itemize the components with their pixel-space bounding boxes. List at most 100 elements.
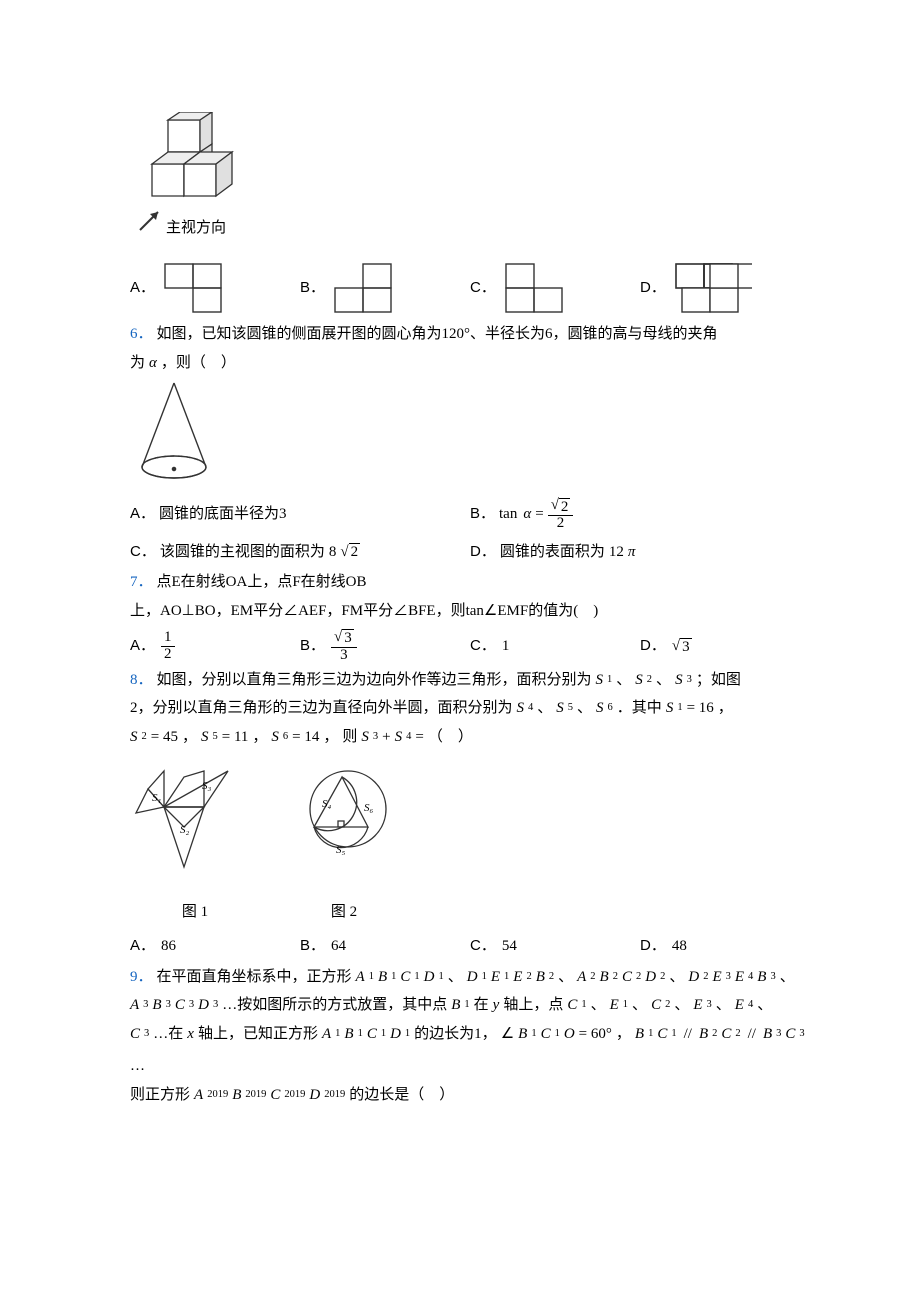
q8-eq-s6-v: = 14 xyxy=(292,723,319,752)
q8-comma4: ， xyxy=(323,723,338,752)
q8-s2a: S xyxy=(635,666,643,695)
q9-sq1-a: A xyxy=(356,963,365,992)
q5-b-label: B． xyxy=(300,274,325,303)
q8-b-label: B． xyxy=(300,932,325,961)
q9-y: y xyxy=(493,991,500,1020)
q6-b-num: 2 xyxy=(559,498,571,516)
q9-text3c: 的边长为1， xyxy=(414,1020,497,1049)
fig2-label: 图 2 xyxy=(284,898,404,927)
q6-opts-row2: C． 该圆锥的主视图的面积为 8 √2 D． 圆锥的表面积为 12 π xyxy=(130,538,810,567)
q8-s1a-sub: 1 xyxy=(607,670,612,690)
q8-eq-s5-sub: 5 xyxy=(212,727,217,747)
q7-line1: 7． 点E在射线OA上，点F在射线OB xyxy=(130,568,810,597)
q8-eq-s1-sub: 1 xyxy=(677,698,682,718)
q7-option-b[interactable]: B． √3 3 xyxy=(300,629,470,663)
q8-comma1: ， xyxy=(718,694,733,723)
q8-option-b[interactable]: B． 64 xyxy=(300,932,470,961)
cone-figure xyxy=(130,377,220,487)
q5-a-label: A． xyxy=(130,274,155,303)
q9-text2b: 在 xyxy=(474,991,489,1020)
q8-line3: S2 = 45 ， S5 = 11 ， S6 = 14 ， 则 S3 + S4 … xyxy=(130,723,810,752)
q6-d-label: D． xyxy=(470,538,496,567)
q7-option-a[interactable]: A． 1 2 xyxy=(130,629,300,663)
q8-s5a: S xyxy=(556,694,564,723)
q7-num: 7． xyxy=(130,568,153,597)
fig1-label: 图 1 xyxy=(130,898,260,927)
q5-option-a[interactable]: A． xyxy=(130,260,300,316)
q9-text3b: 轴上，已知正方形 xyxy=(198,1020,318,1049)
q8-comma2: ， xyxy=(182,723,197,752)
q5-option-b[interactable]: B． xyxy=(300,260,470,316)
q5-option-d[interactable]: D． xyxy=(640,260,810,316)
q5-option-c[interactable]: C． xyxy=(470,260,640,316)
q7: 7． 点E在射线OA上，点F在射线OB 上，AO⊥BO，EM平分∠AEF，FM平… xyxy=(130,568,810,663)
q6-option-a[interactable]: A． 圆锥的底面半径为3 xyxy=(130,498,470,532)
svg-text:S₃: S₃ xyxy=(202,780,212,792)
q6-c-text: 该圆锥的主视图的面积为 xyxy=(160,538,325,567)
q7-text1: 点E在射线OA上，点F在射线OB xyxy=(157,568,367,597)
q6-option-c[interactable]: C． 该圆锥的主视图的面积为 8 √2 xyxy=(130,538,470,567)
q8-s1a: S xyxy=(596,666,604,695)
q7-option-c[interactable]: C． 1 xyxy=(470,629,640,663)
q7-b-frac: √3 3 xyxy=(331,629,357,663)
q5-c-label: C． xyxy=(470,274,496,303)
q9: 9． 在平面直角坐标系中，正方形 A1B1C1D1 、 D1E1E2B2 、 A… xyxy=(130,963,810,1110)
svg-text:S₆: S₆ xyxy=(364,802,374,814)
q5-d-label: D． xyxy=(640,274,666,303)
q8-line2: 2，分别以直角三角形的三边为直径向外半圆，面积分别为 S4 、 S5 、 S6 … xyxy=(130,694,810,723)
q6-option-d[interactable]: D． 圆锥的表面积为 12 π xyxy=(470,538,810,567)
q6-b-label: B． xyxy=(470,500,495,529)
q8-eq-s1: S xyxy=(666,694,674,723)
q8-sum-l: S xyxy=(361,723,369,752)
q8-sep2: 、 xyxy=(656,666,671,695)
q6-d-val: 12 xyxy=(609,538,624,567)
q8-option-d[interactable]: D． 48 xyxy=(640,932,810,961)
svg-text:S₂: S₂ xyxy=(180,824,190,836)
q9-text3a: …在 xyxy=(153,1020,183,1049)
page: 主视方向 A． B． C． xyxy=(0,0,920,1151)
cubes-svg: 主视方向 xyxy=(130,112,245,242)
q7-line2: 上，AO⊥BO，EM平分∠AEF，FM平分∠BFE，则tan∠EMF的值为( ) xyxy=(130,597,810,626)
q8-text2a: 2，分别以直角三角形的三边为直径向外半圆，面积分别为 xyxy=(130,694,513,723)
svg-text:S₅: S₅ xyxy=(336,844,346,856)
q8-options: A． 86 B． 64 C． 54 D． 48 xyxy=(130,932,810,961)
q6-d-pi: π xyxy=(628,538,636,567)
q6-text1: 如图，已知该圆锥的侧面展开图的圆心角为120°、半径长为6，圆锥的高与母线的夹角 xyxy=(157,320,718,349)
q7-option-d[interactable]: D． √3 xyxy=(640,629,810,663)
q6-c-label: C． xyxy=(130,538,156,567)
q6-line1: 6． 如图，已知该圆锥的侧面展开图的圆心角为120°、半径长为6，圆锥的高与母线… xyxy=(130,320,810,349)
q6-text2b: ，则（ ） xyxy=(161,349,236,378)
q8-sum-l-sub: 3 xyxy=(373,727,378,747)
q7-d-val: 3 xyxy=(680,638,692,656)
q8-text2b: ．其中 xyxy=(617,694,662,723)
q7-options: A． 1 2 B． √3 3 C． 1 D． xyxy=(130,629,810,663)
q7-a-label: A． xyxy=(130,632,155,661)
q8-sum-r: S xyxy=(395,723,403,752)
q6-alpha: α xyxy=(149,349,157,378)
q9-text4b: 的边长是（ ） xyxy=(349,1081,454,1110)
q9-line1: 9． 在平面直角坐标系中，正方形 A1B1C1D1 、 D1E1E2B2 、 A… xyxy=(130,963,810,992)
q7-a-frac: 1 2 xyxy=(161,630,175,663)
q8-d-label: D． xyxy=(640,932,666,961)
q8-d-val: 48 xyxy=(672,932,687,961)
q8-fig2-svg: S₄ S₆ S₅ xyxy=(284,757,404,887)
q6-b-tan: tan xyxy=(499,500,517,529)
q6-a-text: 圆锥的底面半径为3 xyxy=(159,500,287,529)
q8-s2a-sub: 2 xyxy=(647,670,652,690)
q6-opts-row1: A． 圆锥的底面半径为3 B． tan α = √2 2 xyxy=(130,498,810,532)
q8-s3a-sub: 3 xyxy=(687,670,692,690)
q6-option-b[interactable]: B． tan α = √2 2 xyxy=(470,498,810,532)
q8-option-a[interactable]: A． 86 xyxy=(130,932,300,961)
q9-x: x xyxy=(187,1020,194,1049)
q9-text2a: …按如图所示的方式放置，其中点 xyxy=(222,991,447,1020)
q5-options: A． B． C． xyxy=(130,260,810,316)
cubes-figure: 主视方向 xyxy=(130,112,810,242)
q5-a-shape xyxy=(161,260,241,316)
q8-fig1: S₁ S₂ S₃ 图 1 xyxy=(130,757,260,926)
q8-eq-s6-sub: 6 xyxy=(283,727,288,747)
q7-b-den: 3 xyxy=(337,648,351,664)
q6-text2a: 为 xyxy=(130,349,145,378)
q8-plus: + xyxy=(382,723,390,752)
q8-eq-s5-v: = 11 xyxy=(222,723,249,752)
q8-option-c[interactable]: C． 54 xyxy=(470,932,640,961)
